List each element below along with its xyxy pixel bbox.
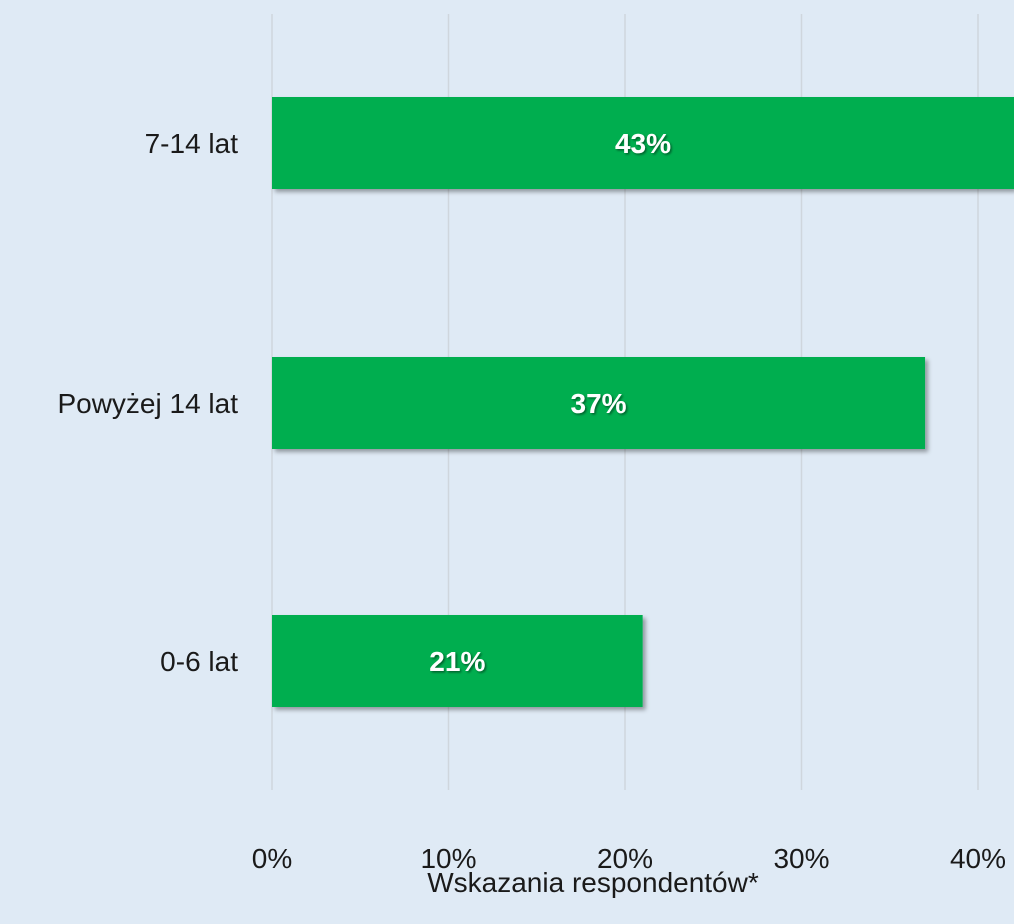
bar-data-labels: 43% 37% 21% [429,128,671,677]
x-tick-label-2: 20% [597,843,653,874]
x-tick-label-4: 40% [950,843,1006,874]
x-tick-label-1: 10% [420,843,476,874]
x-tick-label-3: 30% [773,843,829,874]
data-label-1: 37% [571,388,627,419]
category-label-1: Powyżej 14 lat [57,388,238,419]
bar-0 [272,97,1014,189]
bar-2 [272,615,643,707]
bars [272,97,1014,707]
category-label-0: 7-14 lat [145,128,239,159]
x-axis-tick-labels: 0% 10% 20% 30% 40% [252,843,1006,874]
category-labels: 7-14 lat Powyżej 14 lat 0-6 lat [57,128,238,677]
x-tick-label-0: 0% [252,843,292,874]
data-label-2: 21% [429,646,485,677]
bar-1 [272,357,926,449]
data-label-0: 43% [615,128,671,159]
x-axis-title: Wskazania respondentów* [427,867,759,898]
category-label-2: 0-6 lat [160,646,238,677]
